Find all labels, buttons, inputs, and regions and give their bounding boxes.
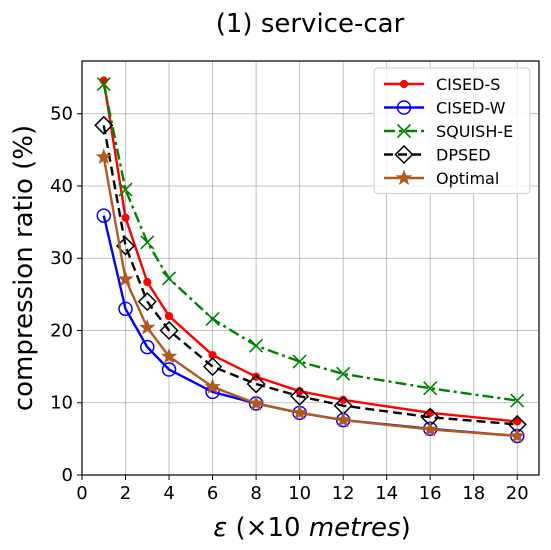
x-tick-label: 14 bbox=[375, 483, 398, 504]
data-point bbox=[247, 394, 265, 411]
data-point bbox=[140, 339, 155, 355]
series-cised-w bbox=[96, 208, 525, 444]
data-point bbox=[121, 213, 130, 222]
legend-item: CISED-W bbox=[384, 99, 506, 118]
x-tick-label: 18 bbox=[462, 483, 485, 504]
legend-label: DPSED bbox=[436, 146, 491, 165]
x-tick-label: 8 bbox=[250, 483, 261, 504]
data-point bbox=[396, 123, 412, 139]
series-line bbox=[102, 80, 518, 423]
data-point bbox=[205, 311, 220, 327]
data-point bbox=[399, 79, 409, 89]
legend-label: CISED-S bbox=[436, 75, 500, 94]
data-point bbox=[159, 320, 179, 341]
y-tick-label: 0 bbox=[62, 465, 73, 486]
y-tick-label: 30 bbox=[50, 248, 73, 269]
data-point bbox=[118, 182, 133, 197]
data-point bbox=[336, 366, 351, 381]
data-point bbox=[161, 271, 177, 286]
legend-item: SQUISH-E bbox=[384, 122, 513, 141]
y-tick-label: 40 bbox=[50, 176, 73, 197]
y-tick-label: 50 bbox=[50, 104, 73, 125]
x-tick-label: 0 bbox=[76, 483, 87, 504]
data-point bbox=[396, 100, 412, 115]
data-point bbox=[204, 378, 221, 394]
data-point bbox=[117, 270, 134, 287]
legend-label: CISED-W bbox=[436, 99, 506, 118]
plot-frame bbox=[81, 60, 540, 476]
data-point bbox=[96, 77, 111, 92]
data-point bbox=[137, 292, 157, 312]
x-tick-label: 10 bbox=[288, 483, 311, 504]
data-point bbox=[292, 354, 307, 369]
series-squish-e bbox=[96, 77, 525, 408]
x-tick-label: 4 bbox=[163, 483, 174, 504]
x-tick-label: 16 bbox=[419, 483, 442, 504]
data-point bbox=[94, 115, 114, 135]
x-tick-label: 20 bbox=[506, 483, 529, 504]
data-point bbox=[246, 374, 266, 394]
legend-box bbox=[373, 67, 531, 194]
legend-label: SQUISH-E bbox=[436, 122, 513, 141]
legend-item: DPSED bbox=[384, 144, 491, 165]
legend-item: CISED-S bbox=[384, 75, 500, 94]
data-point bbox=[421, 420, 439, 437]
series-line bbox=[102, 83, 518, 402]
data-point bbox=[140, 235, 155, 250]
data-point bbox=[143, 277, 152, 287]
axis-ticks: 0 2 4 6 8 10 12 14 16 18 20 0 10 20 30 40 50 bbox=[50, 104, 529, 504]
series-optimal bbox=[95, 148, 526, 443]
data-point bbox=[291, 404, 308, 420]
data-point bbox=[161, 362, 177, 377]
legend-label: Optimal bbox=[436, 169, 499, 188]
data-point bbox=[423, 381, 438, 396]
data-point bbox=[513, 417, 522, 426]
x-axis-label: ε (×10 metres) bbox=[213, 513, 411, 543]
data-point bbox=[249, 338, 264, 353]
data-point bbox=[510, 393, 525, 408]
data-point bbox=[334, 411, 352, 428]
data-point bbox=[118, 301, 133, 317]
series-line bbox=[102, 156, 518, 438]
x-tick-label: 12 bbox=[332, 483, 355, 504]
data-point bbox=[251, 372, 261, 381]
data-point bbox=[96, 208, 112, 223]
data-point bbox=[508, 427, 526, 443]
x-tick-label: 2 bbox=[120, 483, 131, 504]
data-point bbox=[203, 357, 223, 377]
data-point bbox=[95, 148, 113, 165]
data-point bbox=[394, 144, 414, 165]
series-line bbox=[102, 125, 518, 426]
y-tick-label: 20 bbox=[50, 320, 73, 341]
data-point bbox=[395, 169, 413, 186]
chart-title: (1) service-car bbox=[216, 9, 405, 39]
data-point bbox=[139, 318, 156, 335]
data-point bbox=[164, 311, 174, 321]
x-tick-label: 6 bbox=[207, 483, 218, 504]
y-axis-label: compression ratio (%) bbox=[9, 125, 39, 411]
data-point bbox=[160, 347, 178, 364]
plot-series bbox=[94, 76, 527, 444]
y-tick-label: 10 bbox=[50, 393, 73, 414]
legend: CISED-S CISED-W SQUISH-E DPSED Optimal bbox=[373, 67, 531, 194]
legend-item: Optimal bbox=[384, 169, 499, 188]
